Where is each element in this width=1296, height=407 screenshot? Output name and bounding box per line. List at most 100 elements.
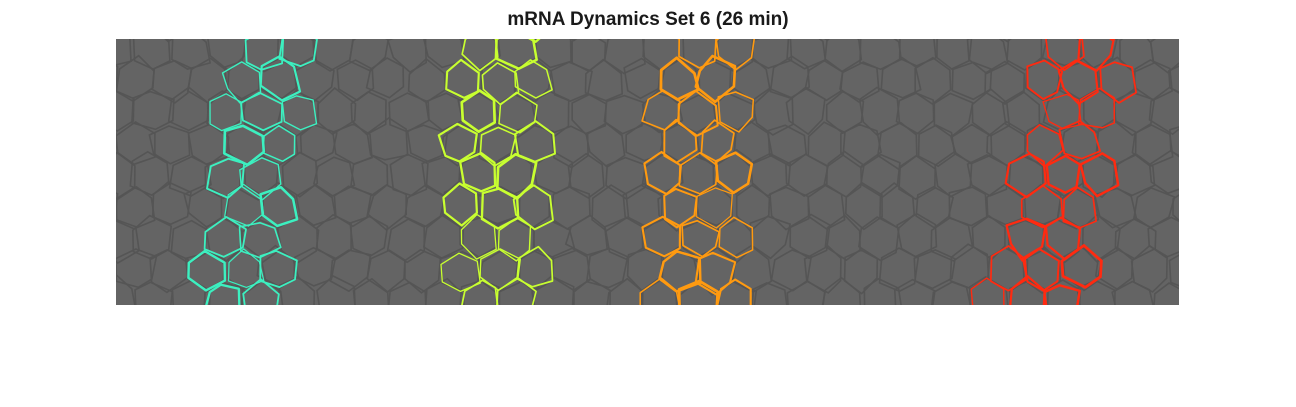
stripe-cell-outline	[1077, 39, 1115, 72]
membrane-cell	[116, 274, 136, 305]
membrane-cell	[365, 57, 405, 99]
stripe-cell-outline	[677, 279, 720, 305]
stripe-cell-outline	[1058, 120, 1102, 160]
membrane-cell	[735, 182, 771, 233]
expression-stripe-2	[437, 39, 556, 305]
stripe-cell-outline	[259, 249, 298, 289]
stripe-cell-outline	[262, 124, 296, 163]
membrane-cell	[131, 90, 175, 131]
membrane-cell	[567, 152, 605, 199]
stripe-cell-outline	[1109, 39, 1116, 41]
membrane-lattice	[116, 39, 1179, 305]
stripe-cell-outline	[695, 187, 733, 229]
membrane-cell	[387, 281, 427, 305]
membrane-cell	[459, 279, 500, 305]
membrane-cell	[1111, 280, 1154, 305]
stripe-cell-outline	[460, 89, 497, 134]
membrane-cell	[915, 185, 955, 229]
membrane-cell	[603, 94, 645, 135]
membrane-cell	[933, 92, 974, 138]
membrane-cell	[606, 277, 644, 305]
membrane-cell	[733, 120, 774, 167]
membrane-cell	[913, 249, 956, 290]
membrane-cell	[571, 93, 607, 135]
membrane-cell	[261, 123, 299, 166]
stripe-cell-outline	[516, 245, 554, 288]
membrane-cell	[550, 61, 593, 102]
stripe-cell-outline	[714, 151, 754, 195]
membrane-cell	[695, 120, 738, 168]
membrane-cell	[860, 153, 901, 199]
membrane-cell	[968, 275, 1009, 305]
stripe-cell-outline	[497, 217, 532, 262]
stripe-cell-outline	[970, 277, 1005, 305]
membrane-cell	[751, 87, 794, 136]
membrane-cell	[116, 218, 140, 264]
stripe-cell-outline	[1077, 87, 1116, 129]
stripe-cell-outline	[223, 124, 266, 167]
stripe-cell-outline	[694, 54, 737, 104]
membrane-cell	[1168, 254, 1179, 287]
membrane-cell	[167, 86, 209, 132]
stripe-cell-outline	[461, 39, 499, 72]
stripe-cell-outline	[1026, 59, 1064, 101]
membrane-cell	[535, 39, 572, 69]
membrane-cell	[604, 216, 646, 261]
membrane-cell	[858, 216, 900, 262]
membrane-cell	[731, 244, 773, 294]
membrane-cell	[571, 39, 607, 73]
membrane-cell	[171, 39, 212, 70]
stripe-cell-outline	[445, 58, 480, 99]
stripe-cell-outline	[206, 157, 246, 199]
expression-stripe-1	[187, 39, 318, 305]
membrane-cell	[584, 58, 624, 102]
membrane-cell	[387, 39, 428, 74]
stripe-cell-outline	[1009, 275, 1048, 305]
stripe-cell-outline	[1020, 184, 1064, 229]
membrane-cell	[786, 39, 827, 70]
membrane-cell	[657, 186, 701, 232]
membrane-cell	[859, 39, 903, 71]
membrane-cell	[603, 39, 646, 75]
stripe-cell-outline	[281, 95, 318, 131]
membrane-cell	[824, 214, 861, 262]
stripe-cell-outline	[678, 39, 717, 69]
membrane-cell	[948, 186, 988, 227]
membrane-cell	[352, 277, 390, 305]
membrane-cell	[1095, 118, 1137, 167]
membrane-cell	[532, 150, 574, 195]
membrane-cell	[316, 275, 356, 305]
membrane-cell	[550, 186, 591, 230]
membrane-cell	[1041, 39, 1083, 67]
stripe-cell-outline	[496, 277, 537, 305]
stripe-cell-outline	[242, 278, 280, 305]
membrane-cell	[295, 184, 337, 227]
membrane-cell	[116, 248, 158, 289]
stripe-cell-outline	[641, 215, 682, 258]
membrane-cell	[752, 39, 760, 41]
membrane-cell	[1167, 65, 1179, 94]
membrane-cell	[914, 56, 952, 105]
membrane-cell	[878, 247, 920, 293]
membrane-cell	[840, 123, 882, 168]
membrane-cell	[1169, 126, 1179, 157]
stripe-cell-outline	[1045, 39, 1085, 72]
stripe-cell-outline	[716, 278, 752, 305]
membrane-cell	[844, 181, 883, 231]
stripe-cell-outline	[278, 39, 318, 68]
membrane-cell	[350, 155, 389, 197]
membrane-cell	[749, 152, 792, 197]
membrane-cell	[931, 281, 972, 305]
membrane-cell	[313, 39, 355, 72]
stripe-cell-outline	[259, 55, 302, 102]
membrane-cell	[423, 39, 465, 69]
stripe-cell-outline	[512, 184, 554, 231]
membrane-cell	[350, 90, 387, 136]
membrane-cell	[329, 249, 372, 293]
membrane-cell	[930, 216, 974, 262]
membrane-cell	[151, 59, 193, 104]
stripe-cell-outline	[209, 93, 243, 132]
membrane-cell	[312, 156, 356, 197]
membrane-cell	[1001, 39, 1012, 43]
membrane-cell	[1148, 86, 1179, 136]
